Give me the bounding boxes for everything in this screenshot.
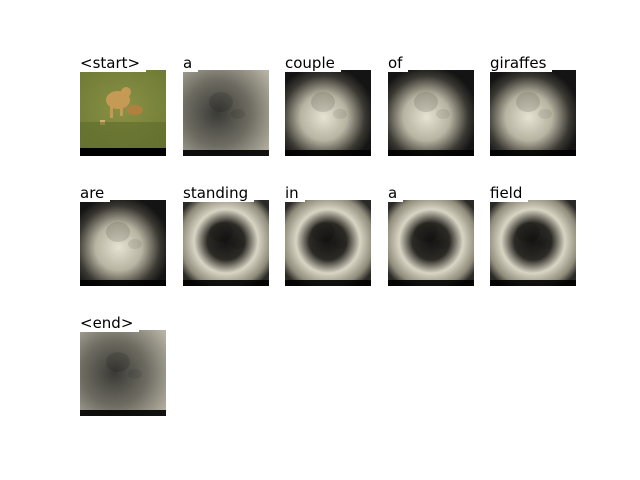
attention-panel: couple [285, 55, 371, 156]
token-label: <start> [80, 55, 147, 72]
attention-heatmap [80, 330, 166, 416]
attention-panel: field [490, 185, 576, 286]
attention-heatmap [285, 70, 371, 156]
attention-panel: in [285, 185, 371, 286]
attention-heatmap [183, 70, 269, 156]
token-label: field [490, 185, 529, 202]
attention-panel: a [388, 185, 474, 286]
token-label: are [80, 185, 111, 202]
attention-heatmap [80, 200, 166, 286]
attention-panel: giraffes [490, 55, 576, 156]
source-photo [80, 70, 166, 156]
token-label: giraffes [490, 55, 553, 72]
token-label: standing [183, 185, 255, 202]
token-label: a [388, 185, 404, 202]
attention-heatmap [388, 200, 474, 286]
attention-heatmap [490, 200, 576, 286]
attention-panel: <start> [80, 55, 166, 156]
attention-panel: of [388, 55, 474, 156]
attention-panel: are [80, 185, 166, 286]
token-label: of [388, 55, 409, 72]
token-label: <end> [80, 315, 140, 332]
attention-panel: standing [183, 185, 269, 286]
attention-heatmap [183, 200, 269, 286]
attention-heatmap [388, 70, 474, 156]
token-label: couple [285, 55, 341, 72]
attention-panel: a [183, 55, 269, 156]
attention-heatmap [285, 200, 371, 286]
attention-panel: <end> [80, 315, 166, 416]
token-label: in [285, 185, 305, 202]
token-label: a [183, 55, 199, 72]
attention-heatmap [490, 70, 576, 156]
